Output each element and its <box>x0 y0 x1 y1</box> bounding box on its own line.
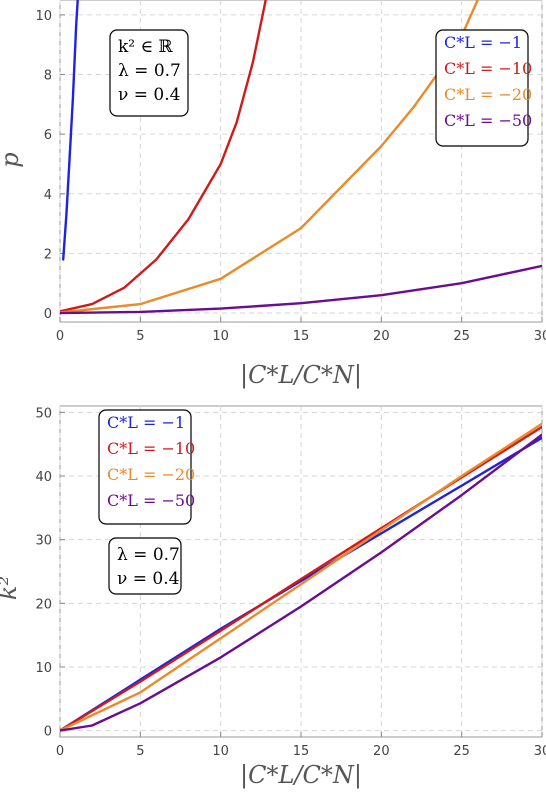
legend-box <box>98 409 192 525</box>
series-line <box>60 0 267 313</box>
x-axis-label: |C*L/C*N| <box>240 361 362 390</box>
y-axis-label: k² <box>0 576 22 600</box>
y-tick-label: 10 <box>35 661 52 676</box>
x-tick-label: 15 <box>293 744 310 759</box>
x-tick-label: 5 <box>136 329 144 344</box>
x-tick-label: 30 <box>534 744 546 759</box>
annotation-text: λ = 0.7 <box>117 545 180 565</box>
x-tick-label: 20 <box>373 329 390 344</box>
x-tick-label: 25 <box>453 329 470 344</box>
legend-entry: C*L = −20 <box>444 85 532 104</box>
y-tick-label: 50 <box>35 406 52 421</box>
y-tick-label: 30 <box>35 534 52 549</box>
legend-entry: C*L = −20 <box>107 465 195 484</box>
annotation-text: ν = 0.4 <box>117 569 179 589</box>
x-tick-label: 20 <box>373 744 390 759</box>
legend-entry: C*L = −50 <box>444 111 532 130</box>
x-tick-label: 30 <box>534 329 546 344</box>
series-line <box>62 0 79 261</box>
annotation-text: λ = 0.7 <box>118 61 181 81</box>
annotation-box <box>109 29 189 117</box>
y-tick-label: 0 <box>44 307 52 322</box>
x-tick-label: 10 <box>212 329 229 344</box>
y-tick-label: 6 <box>44 128 52 143</box>
legend-entry: C*L = −1 <box>444 33 522 52</box>
chart-1: 0 5 10 15 20 25 30 0 2 4 6 8 10 |C*L/C*N| p k² ∈ ℝ λ = 0… <box>0 0 546 390</box>
x-tick-label: 25 <box>453 744 470 759</box>
series-line <box>60 422 542 732</box>
y-tick-label: 10 <box>35 9 52 24</box>
series-line <box>60 433 542 732</box>
x-tick-label: 0 <box>56 744 64 759</box>
legend-entry: C*L = −1 <box>107 413 185 432</box>
legend-box <box>435 29 529 147</box>
series-line <box>60 436 542 732</box>
legend-entry: C*L = −50 <box>107 491 195 510</box>
y-axis-label: p <box>0 152 24 167</box>
annotation-text: ν = 0.4 <box>118 85 180 105</box>
annotation-text: k² ∈ ℝ <box>118 37 174 57</box>
y-tick-label: 2 <box>44 247 52 262</box>
x-tick-label: 15 <box>293 329 310 344</box>
y-tick-label: 8 <box>44 69 52 84</box>
x-tick-label: 0 <box>56 329 64 344</box>
y-tick-label: 20 <box>35 597 52 612</box>
chart-2: 0 5 10 15 20 25 30 0 10 20 30 40 50 |C*L/C*N| k² λ = 0.… <box>0 405 546 790</box>
x-tick-label: 5 <box>136 744 144 759</box>
y-tick-label: 40 <box>35 470 52 485</box>
legend-entry: C*L = −10 <box>107 439 195 458</box>
series-group <box>60 422 542 732</box>
y-tick-label: 4 <box>44 188 52 203</box>
legend-entry: C*L = −10 <box>444 59 532 78</box>
y-tick-label: 0 <box>44 725 52 740</box>
x-axis-label: |C*L/C*N| <box>240 761 362 790</box>
annotation-box <box>108 537 182 595</box>
series-line <box>60 264 542 315</box>
x-tick-label: 10 <box>212 744 229 759</box>
